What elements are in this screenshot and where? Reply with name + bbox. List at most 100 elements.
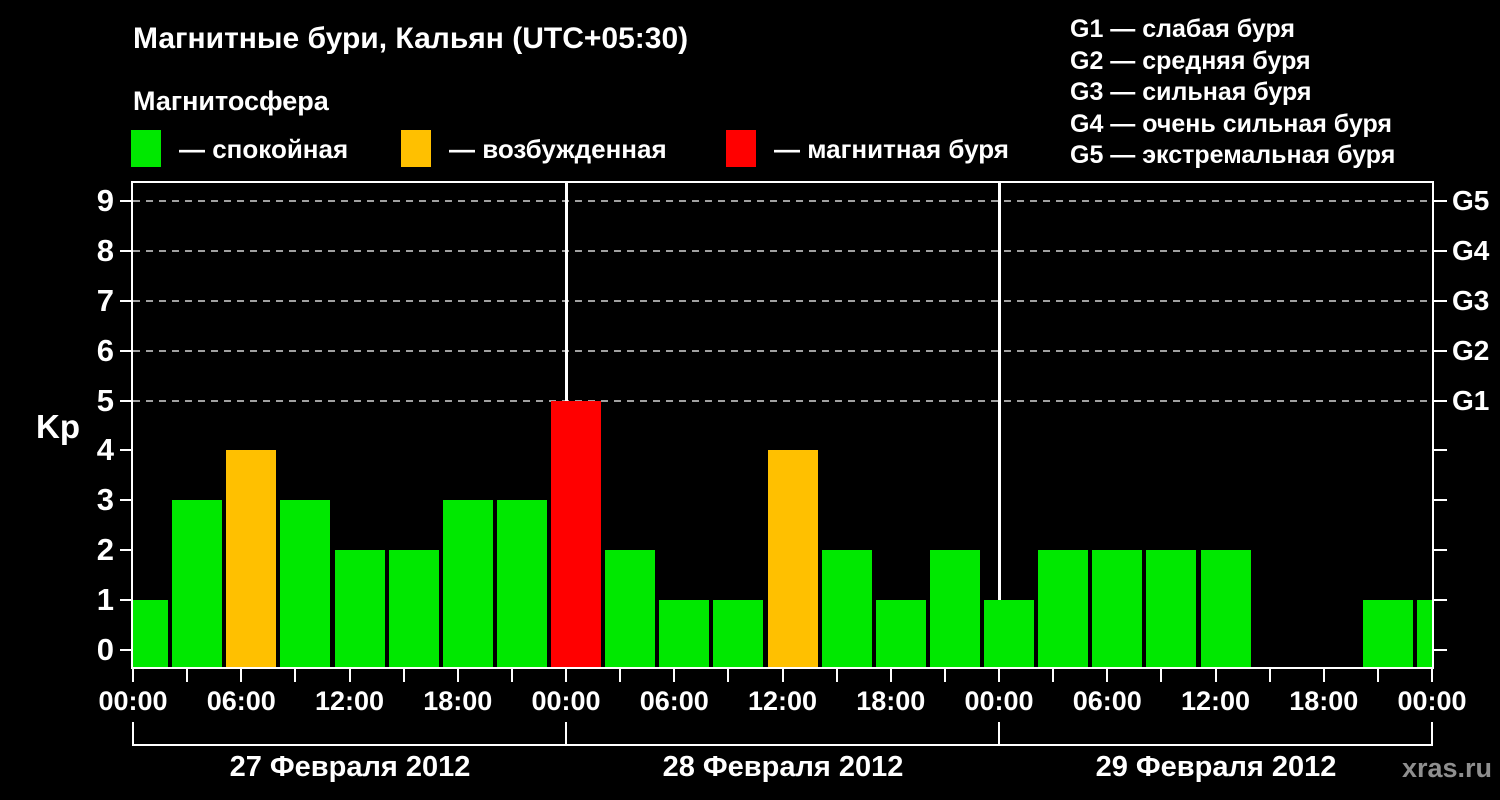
kp-bar: [767, 450, 818, 667]
kp-bar: [929, 550, 980, 667]
y-axis-label: 7: [96, 282, 114, 318]
date-bracket-tick: [998, 722, 1000, 746]
right-axis-tick: [1434, 549, 1447, 552]
x-axis-tick: [889, 669, 892, 682]
legend-swatch-quiet: [131, 130, 161, 167]
x-axis-label: 06:00: [206, 686, 276, 716]
legend-label-storm: — магнитная буря: [774, 134, 1009, 164]
x-axis-label: 00:00: [964, 686, 1034, 716]
g-scale-label: G5: [1452, 184, 1490, 216]
x-axis-tick: [835, 669, 838, 682]
y-axis-tick: [120, 499, 133, 502]
y-axis-label: 6: [96, 332, 114, 368]
kp-bar: [496, 500, 547, 667]
date-bracket-tick: [565, 722, 567, 746]
y-axis-label: 8: [96, 232, 114, 268]
kp-bar: [1200, 550, 1251, 667]
y-axis-tick: [120, 399, 133, 402]
x-axis-tick: [402, 669, 405, 682]
storm-scale-line-g4: G4 — очень сильная буря: [1070, 109, 1392, 138]
y-axis-label: 3: [96, 482, 114, 518]
x-axis-label: 06:00: [1072, 686, 1142, 716]
kp-bar: [551, 400, 601, 667]
kp-bar: [1146, 550, 1197, 667]
x-axis-label: 12:00: [1180, 686, 1251, 716]
kp-bar: [1092, 550, 1143, 667]
watermark: xras.ru: [1401, 753, 1492, 783]
page-title: Магнитные бури, Кальян (UTC+05:30): [133, 22, 689, 55]
date-bracket-tick: [132, 722, 134, 746]
x-axis-tick: [619, 669, 622, 682]
kp-bar: [1417, 600, 1432, 667]
date-bracket-tick: [1431, 722, 1433, 746]
y-axis-tick: [120, 299, 133, 302]
kp-bar: [1038, 550, 1089, 667]
x-axis-tick: [1268, 669, 1271, 682]
right-axis-tick: [1434, 299, 1447, 302]
y-axis-label: 2: [96, 532, 114, 568]
x-axis-label: 00:00: [1397, 686, 1467, 716]
plot-area: [133, 183, 1432, 667]
y-axis-tick: [120, 649, 133, 651]
gridline-kp9: [133, 199, 1432, 202]
storm-scale-line-g5: G5 — экстремальная буря: [1070, 141, 1396, 169]
y-axis-label: 5: [96, 382, 114, 418]
x-axis-tick: [240, 669, 243, 682]
g-scale-label: G2: [1452, 334, 1490, 366]
kp-bar: [605, 550, 656, 667]
x-axis-tick: [132, 669, 134, 682]
x-axis-tick: [781, 669, 784, 682]
gridline-kp7: [133, 299, 1432, 302]
date-label-day3: 29 Февраля 2012: [1095, 751, 1337, 783]
right-axis-tick: [1434, 599, 1447, 602]
y-axis-label: 4: [96, 432, 114, 468]
x-axis-tick: [943, 669, 946, 682]
kp-bar: [172, 500, 223, 667]
kp-bar: [821, 550, 872, 667]
x-axis-tick: [348, 669, 351, 682]
x-axis-tick: [456, 669, 459, 682]
plot-border: [131, 181, 1434, 669]
x-axis-tick: [1106, 669, 1109, 682]
right-axis-tick: [1434, 499, 1447, 502]
kp-bar: [984, 600, 1034, 667]
y-axis-label: 9: [96, 182, 114, 218]
x-axis-tick: [727, 669, 730, 682]
x-axis-label: 06:00: [639, 686, 709, 716]
y-axis-tick: [120, 199, 133, 202]
y-axis-tick: [120, 249, 133, 252]
kp-bar: [133, 600, 168, 667]
kp-bar: [442, 500, 493, 667]
x-axis-tick: [1376, 669, 1379, 682]
legend-label-excited: — возбужденная: [449, 134, 667, 164]
chart-subtitle: Магнитосфера: [133, 86, 329, 116]
x-axis-label: 12:00: [747, 686, 818, 716]
kp-bar: [875, 600, 926, 667]
x-axis-tick: [673, 669, 676, 682]
x-axis-tick: [565, 669, 567, 682]
x-axis-tick: [998, 669, 1000, 682]
right-axis-tick: [1434, 199, 1447, 202]
gridline-kp5: [133, 399, 1432, 402]
legend-swatch-storm: [726, 130, 756, 167]
x-axis-tick: [1322, 669, 1325, 682]
storm-scale-line-g2: G2 — средняя буря: [1070, 46, 1311, 75]
storm-scale-line-g1: G1 — слабая буря: [1070, 15, 1296, 43]
right-axis-tick: [1434, 349, 1447, 352]
x-axis-tick: [294, 669, 297, 682]
right-axis-tick: [1434, 649, 1447, 651]
x-axis-label: 00:00: [531, 686, 601, 716]
x-axis-label: 18:00: [1289, 686, 1359, 716]
gridline-kp6: [133, 349, 1432, 352]
g-scale-label: G3: [1452, 284, 1490, 316]
x-axis-label: 12:00: [314, 686, 385, 716]
right-axis-tick: [1434, 399, 1447, 402]
y-axis-tick: [120, 599, 133, 602]
right-axis-tick: [1434, 449, 1447, 452]
x-axis-tick: [1214, 669, 1217, 682]
kp-bar: [388, 550, 439, 667]
x-axis-tick: [1052, 669, 1055, 682]
kp-bar: [713, 600, 764, 667]
kp-bar: [280, 500, 331, 667]
